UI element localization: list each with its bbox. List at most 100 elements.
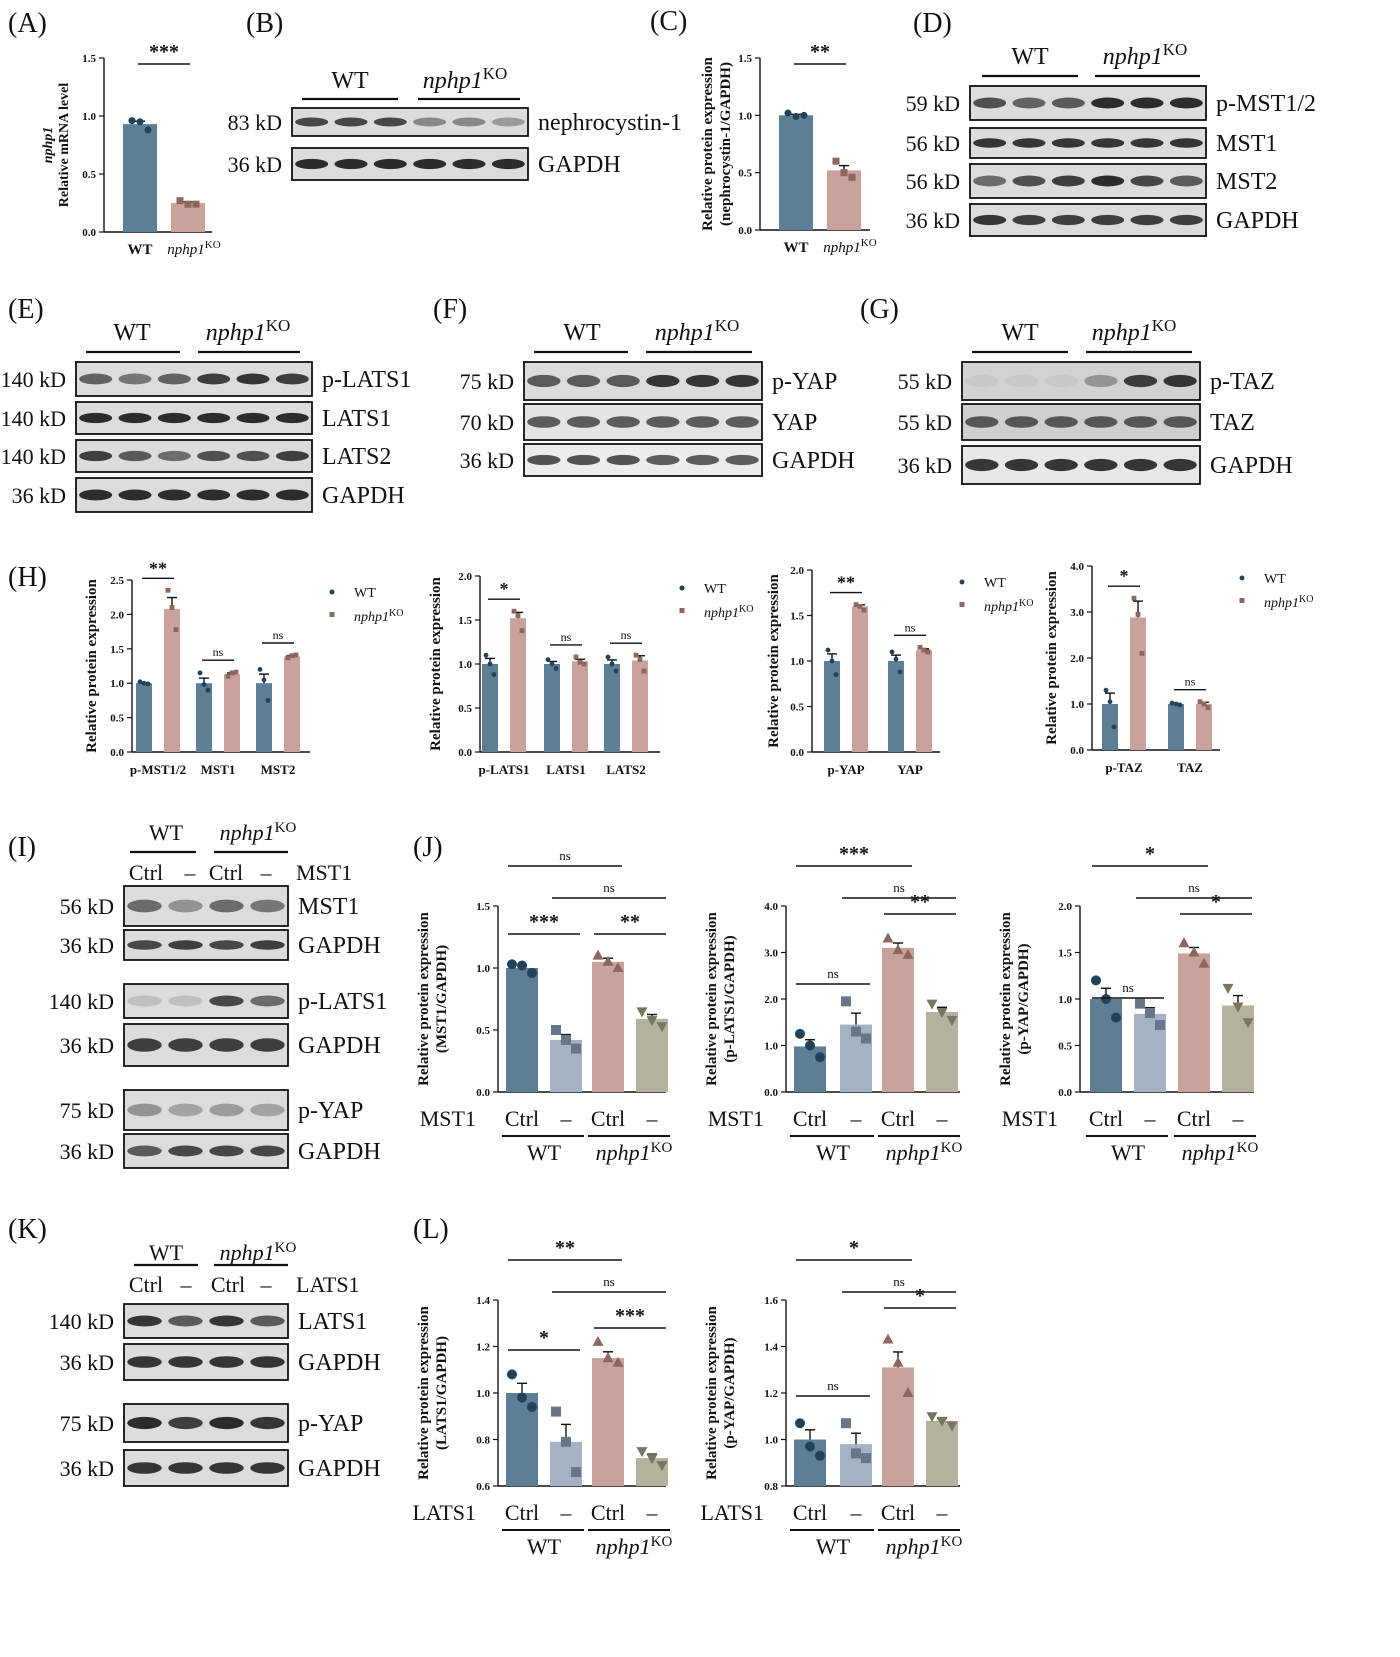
- data-point: [141, 680, 147, 686]
- data-point: [656, 1461, 668, 1472]
- data-point: [257, 667, 263, 672]
- molecular-weight-label: 36 kD: [228, 152, 282, 177]
- blot-band: [413, 158, 447, 170]
- blot-frame: [969, 163, 1207, 199]
- significance-label: *: [849, 1237, 859, 1259]
- blot-row: 70 kD YAP: [460, 403, 817, 441]
- lane-label: –: [260, 1272, 273, 1297]
- x-tick-label: –: [560, 1500, 573, 1525]
- data-point: [613, 668, 619, 674]
- data-point: [551, 1025, 561, 1035]
- data-point: [137, 679, 143, 685]
- y-axis-label: Relative protein expression: [704, 912, 720, 1086]
- y-tick-label: 2.0: [458, 571, 472, 583]
- blot-frame: [961, 403, 1201, 441]
- protein-label: GAPDH: [772, 448, 855, 474]
- blot-row: 83 kD nephrocystin-1: [228, 107, 682, 137]
- data-point: [926, 1412, 938, 1423]
- data-point: [553, 666, 559, 671]
- blot-band: [157, 373, 191, 385]
- bar: [550, 1441, 582, 1486]
- blot-band: [1012, 97, 1046, 109]
- legend-marker: [329, 612, 335, 617]
- legend-marker: [1239, 575, 1245, 581]
- significance-label: ns: [621, 628, 632, 642]
- y-tick-label: 1.2: [764, 1388, 778, 1400]
- blot-band: [275, 412, 309, 424]
- data-point: [784, 109, 792, 117]
- chart-J2: 0.0 1.0 2.0 3.0 4.0 Relative protein expressi…: [704, 843, 962, 1165]
- blot-band: [79, 489, 113, 501]
- protein-label: MST2: [1216, 169, 1277, 195]
- y-tick-label: 0.0: [738, 225, 752, 237]
- blot-band: [1091, 97, 1125, 109]
- data-point: [507, 959, 517, 970]
- lane-label: –: [260, 860, 273, 885]
- blot-band: [566, 454, 601, 466]
- bar: [482, 664, 498, 752]
- y-axis-label: (LATS1/GAPDH): [434, 1336, 450, 1450]
- blot-band: [209, 1315, 244, 1327]
- group-label-wt: WT: [816, 1140, 851, 1165]
- significance-label: *: [1120, 566, 1129, 586]
- x-tick-label: –: [1144, 1106, 1157, 1131]
- blot-band: [973, 138, 1007, 148]
- molecular-weight-label: 36 kD: [906, 208, 960, 233]
- legend-marker: [679, 608, 685, 613]
- data-point: [261, 677, 267, 683]
- legend-label: nphp1KO: [704, 604, 753, 622]
- blot-band: [491, 117, 525, 127]
- blot-band: [725, 416, 759, 428]
- blot-band: [725, 454, 759, 466]
- data-point: [527, 967, 537, 978]
- molecular-weight-label: 75 kD: [60, 1411, 114, 1436]
- chart-H2: 0.0 0.5 1.0 1.5 2.0 Relative protein expressi…: [428, 571, 753, 777]
- x-tick-label: YAP: [897, 762, 923, 777]
- bar: [224, 674, 240, 752]
- molecular-weight-label: 36 kD: [898, 453, 952, 478]
- blot-band: [527, 416, 561, 428]
- group-label-wt: WT: [331, 68, 369, 94]
- data-point: [1173, 701, 1179, 707]
- panel-label: (C): [650, 6, 687, 37]
- protein-label: GAPDH: [322, 483, 405, 509]
- y-tick-label: 1.0: [458, 659, 472, 671]
- blot-band: [1130, 175, 1164, 187]
- y-axis-label: Relative protein expression: [998, 912, 1014, 1086]
- bar: [256, 683, 272, 752]
- data-point: [144, 126, 152, 134]
- significance-label: ns: [273, 628, 284, 642]
- blot-band: [127, 940, 162, 950]
- blot-band: [79, 450, 113, 462]
- significance-label: **: [149, 558, 167, 578]
- data-point: [795, 1418, 805, 1429]
- blot-row: 140 kD p-LATS1: [49, 983, 387, 1019]
- y-tick-label: 2.0: [1070, 653, 1084, 665]
- blot-band: [606, 416, 640, 428]
- lane-label: –: [180, 1272, 193, 1297]
- group-label-ko: nphp1KO: [1092, 316, 1177, 347]
- x-tick-label: Ctrl: [591, 1500, 625, 1525]
- blot-band: [118, 412, 152, 424]
- significance-label: **: [555, 1237, 575, 1259]
- blot-band: [250, 1462, 285, 1474]
- bar: [1168, 704, 1184, 750]
- bar: [824, 661, 840, 752]
- data-point: [145, 681, 151, 687]
- blot-band: [127, 995, 162, 1007]
- blot-row: 140 kD LATS1: [1, 401, 391, 435]
- blot-band: [1012, 214, 1046, 226]
- chart-H3: 0.0 0.5 1.0 1.5 2.0 Relative protein expressi…: [766, 565, 1033, 777]
- data-point: [857, 604, 863, 609]
- bar: [510, 618, 526, 752]
- blot-band: [334, 158, 368, 170]
- y-tick-label: 0.0: [110, 747, 124, 759]
- data-point: [861, 607, 867, 613]
- blot-band: [685, 454, 720, 466]
- blot-band: [295, 158, 329, 170]
- y-tick-label: 2.0: [110, 609, 124, 621]
- bar: [888, 661, 904, 752]
- y-axis-label: Relative protein expression: [700, 57, 716, 231]
- data-point: [825, 647, 831, 653]
- treatment-label: MST1: [296, 860, 352, 885]
